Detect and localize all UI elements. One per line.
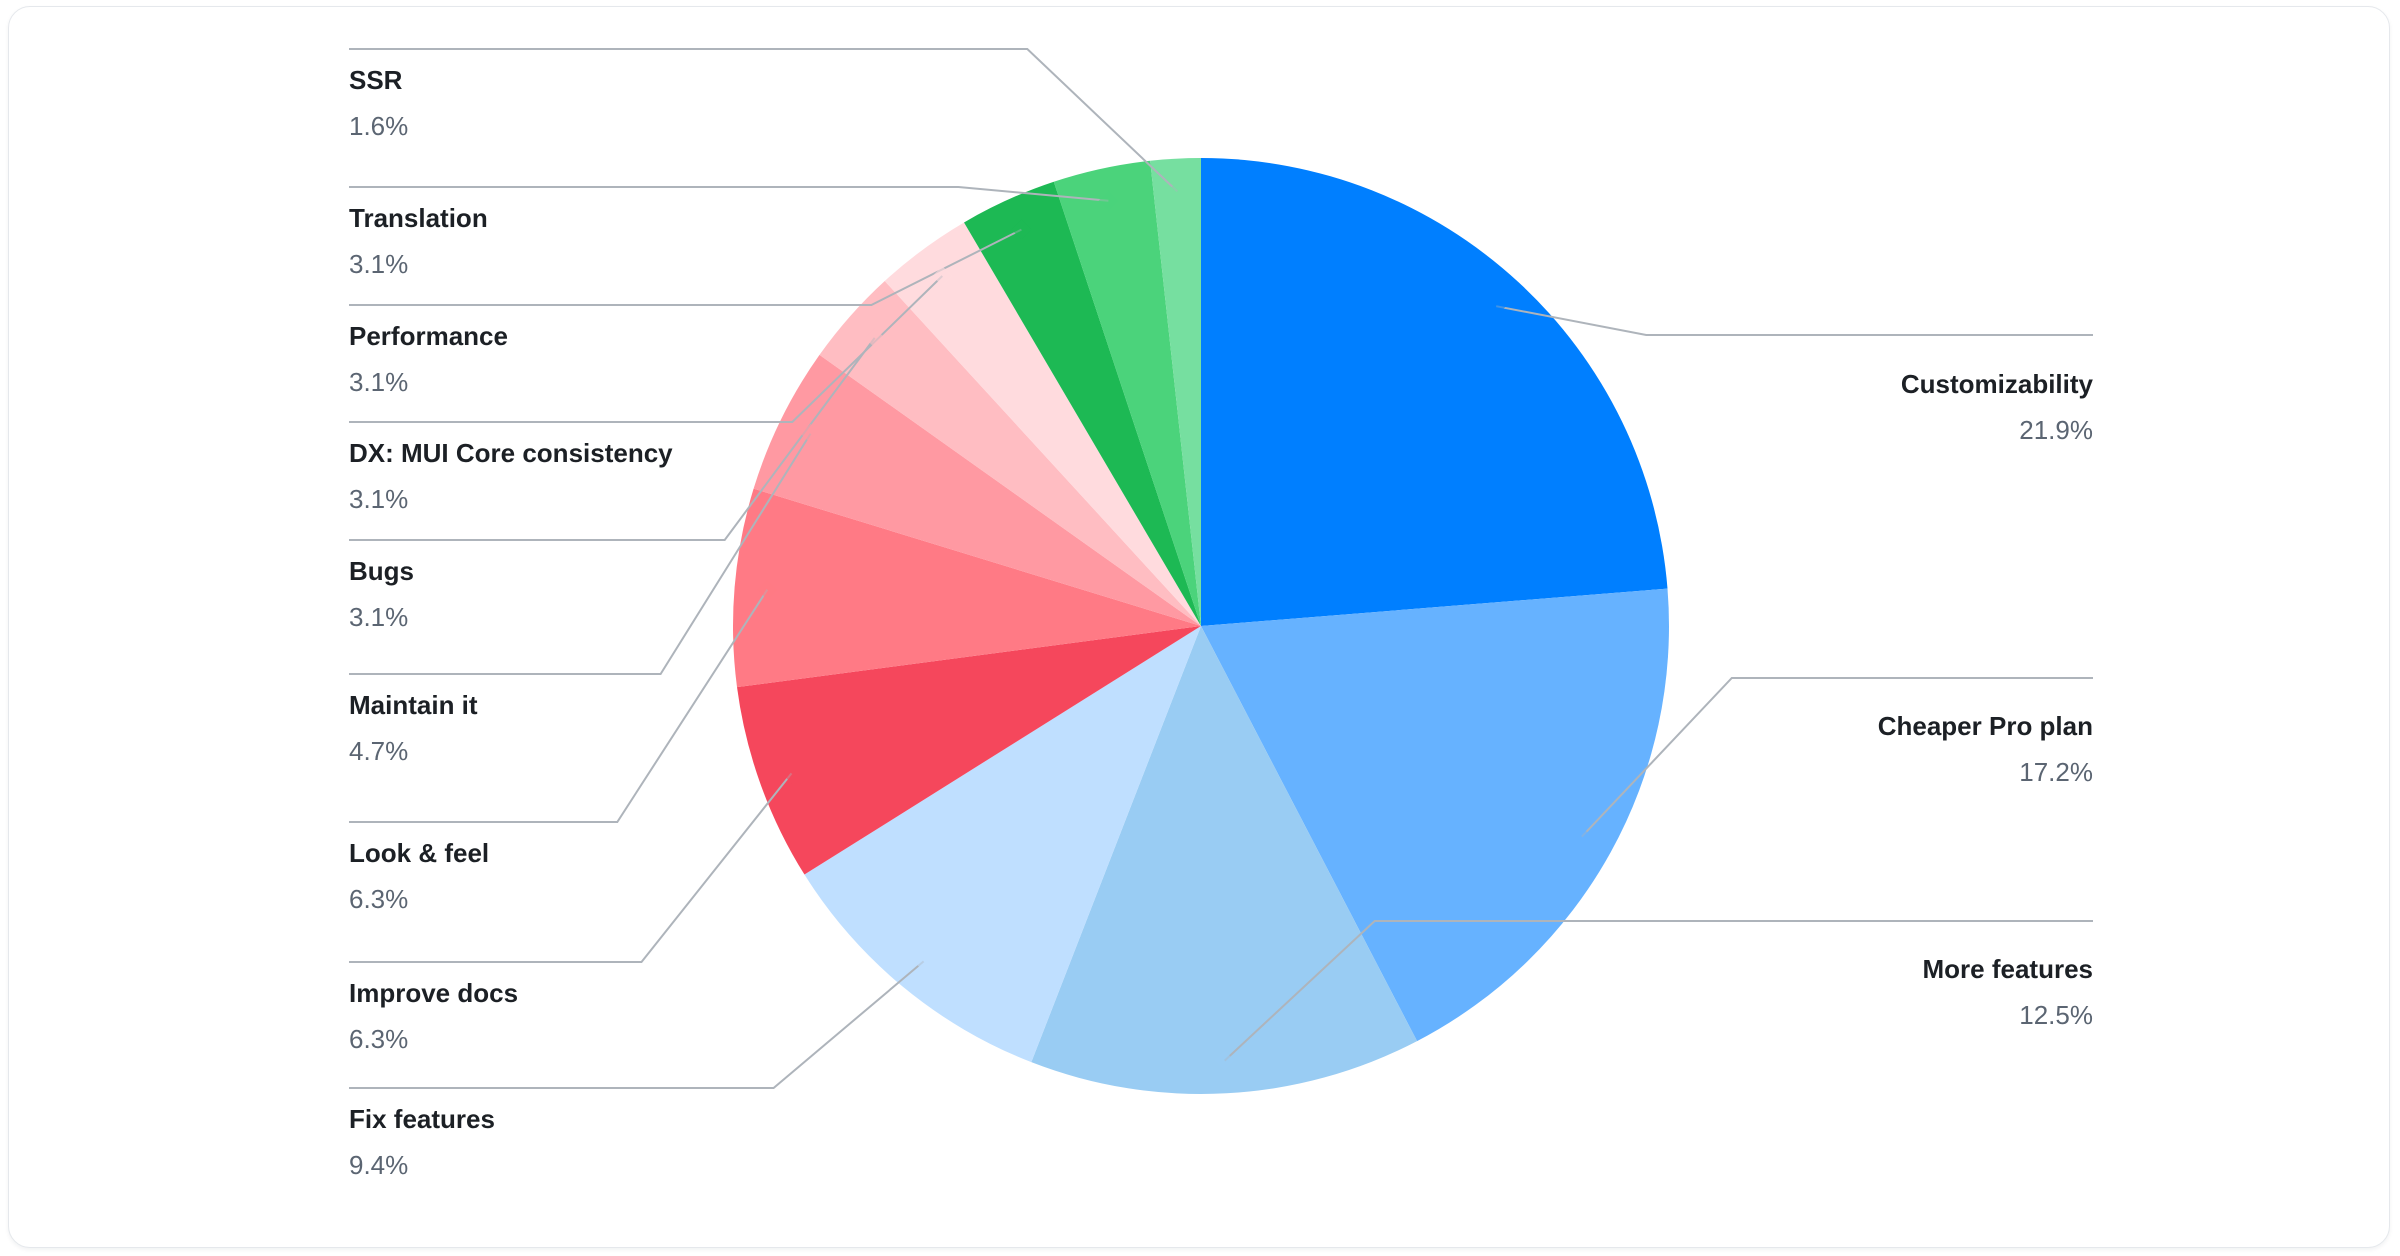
leader-marker xyxy=(800,423,821,444)
leader-line xyxy=(349,772,793,963)
slice-label-value: 1.6% xyxy=(349,111,408,141)
slice-label-value: 3.1% xyxy=(349,602,408,632)
pie-slice[interactable] xyxy=(1150,158,1201,626)
pie-slice[interactable] xyxy=(964,181,1201,626)
slice-label-value: 6.3% xyxy=(349,884,408,914)
slice-label-value: 4.7% xyxy=(349,736,408,766)
leader-marker xyxy=(757,579,778,600)
leader-line xyxy=(349,433,812,675)
leader-marker xyxy=(913,951,934,972)
pie-slice[interactable] xyxy=(1201,158,1668,626)
slice-label-value: 12.5% xyxy=(2019,1000,2093,1030)
leader-marker xyxy=(1214,1050,1235,1071)
pie-slice[interactable] xyxy=(732,488,1201,688)
slice-label-title: Maintain it xyxy=(349,690,478,720)
chart-card: SSR 1.6% Translation 3.1% Performance 3.1% DX:… xyxy=(8,6,2390,1248)
leader-line xyxy=(349,48,1178,193)
leader-marker xyxy=(864,328,885,348)
leader-line xyxy=(349,275,943,423)
pie-chart[interactable]: SSR 1.6% Translation 3.1% Performance 3.1% DX:… xyxy=(9,7,2390,1248)
leader-line xyxy=(349,960,925,1089)
leader-line xyxy=(1224,920,2093,1062)
slice-label-title: Improve docs xyxy=(349,978,518,1008)
slice-label-title: Customizability xyxy=(1901,369,2094,399)
slice-label-title: Translation xyxy=(349,203,488,233)
slice-label-value: 3.1% xyxy=(349,484,408,514)
slice-label-title: More features xyxy=(1923,954,2094,984)
slice-label-title: DX: MUI Core consistency xyxy=(349,438,673,468)
leader-marker xyxy=(1098,190,1119,211)
leader-marker xyxy=(932,266,953,286)
slice-label-title: Fix features xyxy=(349,1104,495,1134)
pie-slices[interactable] xyxy=(732,158,1669,1094)
pie-slice[interactable] xyxy=(1053,160,1201,626)
leader-line xyxy=(349,186,1109,202)
pie-slice[interactable] xyxy=(819,281,1202,626)
leader-line xyxy=(349,228,1022,306)
pie-slice[interactable] xyxy=(884,222,1201,626)
leader-line xyxy=(349,589,769,823)
slice-label-value: 6.3% xyxy=(349,1024,408,1054)
slice-label-value: 21.9% xyxy=(2019,415,2093,445)
slice-label-value: 3.1% xyxy=(349,249,408,279)
leader-marker xyxy=(1486,296,1507,317)
pie-slice[interactable] xyxy=(1031,626,1418,1094)
slice-label-value: 3.1% xyxy=(349,367,408,397)
leader-line xyxy=(1581,677,2093,838)
pie-slice[interactable] xyxy=(753,354,1201,626)
pie-slice[interactable] xyxy=(737,626,1201,875)
pie-slice[interactable] xyxy=(804,626,1201,1063)
slice-label-value: 9.4% xyxy=(349,1150,408,1180)
slice-labels: SSR 1.6% Translation 3.1% Performance 3.1% DX:… xyxy=(349,65,2094,1180)
slice-label-title: Bugs xyxy=(349,556,414,586)
leader-marker xyxy=(781,763,802,784)
leader-marker xyxy=(1571,826,1592,847)
slice-label-title: Performance xyxy=(349,321,508,351)
slice-label-title: SSR xyxy=(349,65,403,95)
leader-line xyxy=(1496,305,2093,336)
slice-label-value: 17.2% xyxy=(2019,757,2093,787)
leader-line xyxy=(349,337,876,541)
slice-label-title: Cheaper Pro plan xyxy=(1878,711,2093,741)
pie-slice[interactable] xyxy=(1201,588,1669,1042)
leader-lines xyxy=(349,48,2093,1089)
slice-label-title: Look & feel xyxy=(349,838,489,868)
leader-marker xyxy=(1167,181,1188,202)
